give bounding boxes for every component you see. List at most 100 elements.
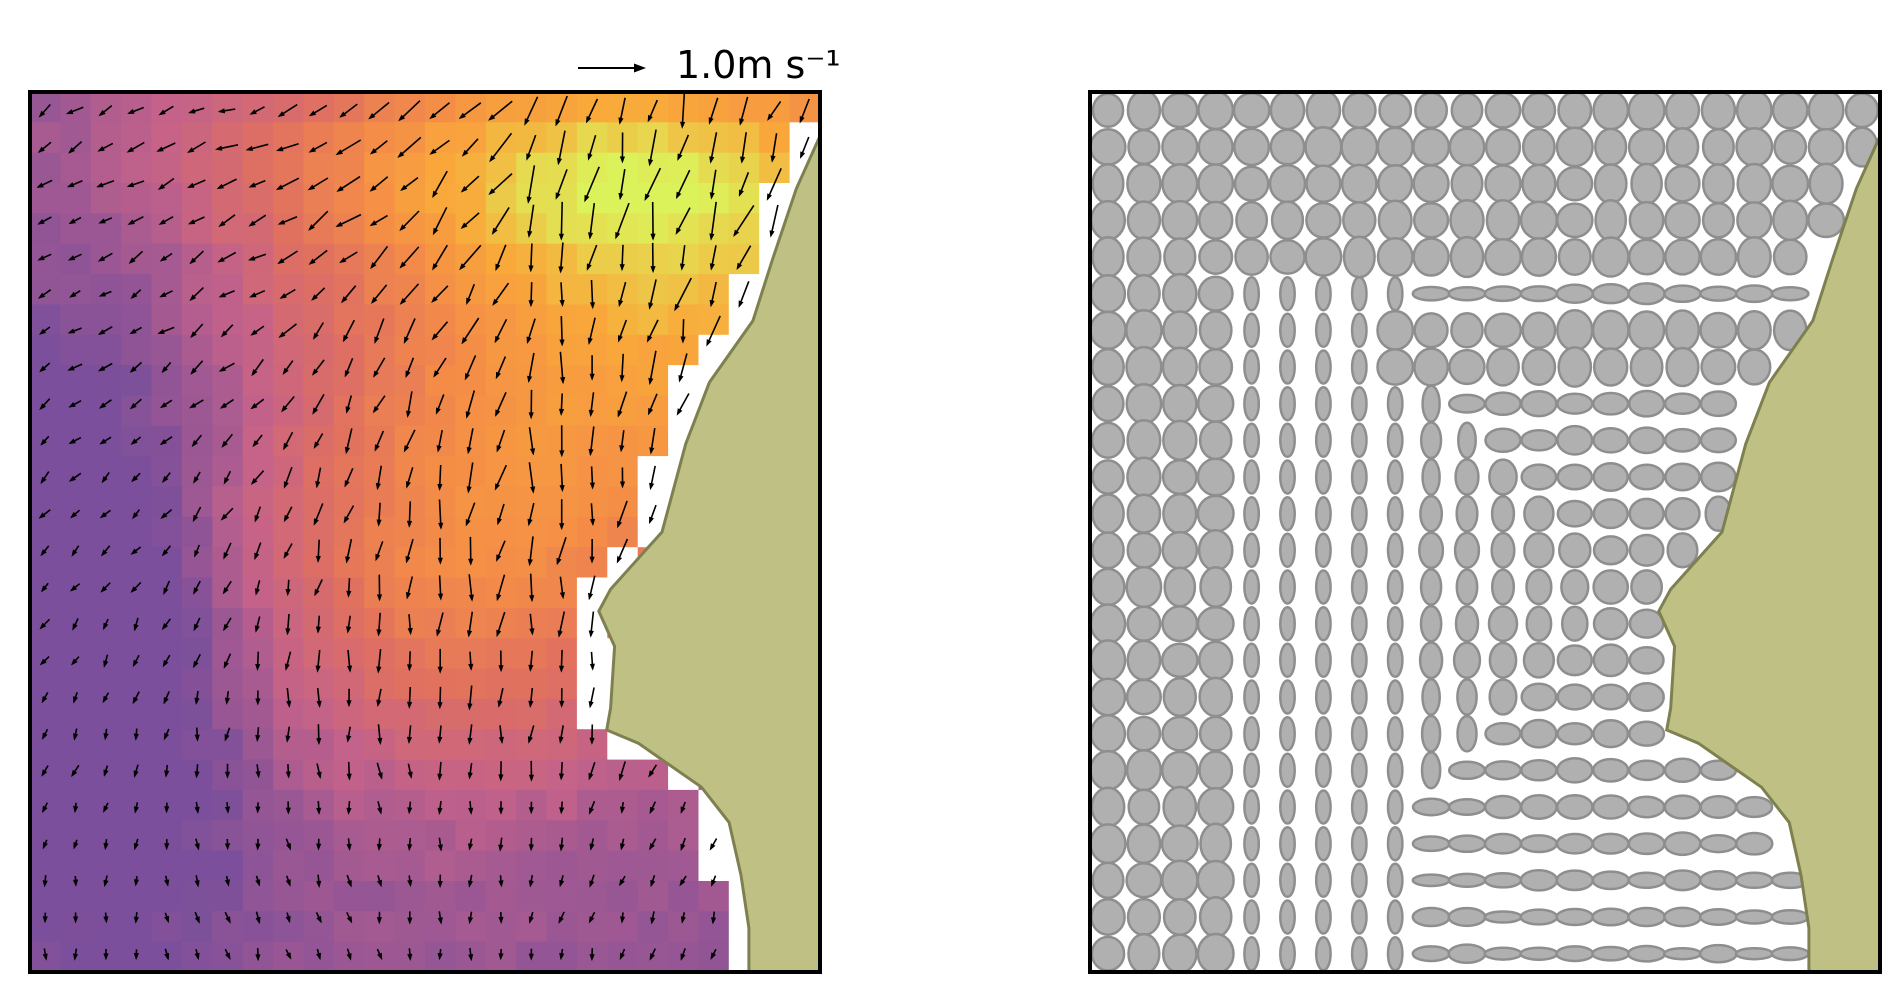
heatmap-cell [637,365,669,396]
covariance-ellipse [1698,943,1738,964]
covariance-ellipse [1447,393,1487,414]
quiver-arrow [339,251,358,264]
heatmap-cell [30,638,61,670]
covariance-ellipse [1350,459,1368,495]
quiver-arrow [130,289,142,299]
covariance-ellipse [1196,605,1235,642]
covariance-ellipse [1234,237,1269,277]
covariance-ellipse [1160,824,1199,864]
covariance-ellipse [1199,822,1233,865]
covariance-ellipse [1770,909,1810,925]
heatmap-cell [242,425,274,457]
covariance-ellipse [1525,568,1553,606]
quiver-arrow [345,395,353,414]
covariance-ellipse [1279,349,1296,385]
covariance-ellipse [1483,871,1523,889]
covariance-ellipse [1701,201,1735,239]
quiver-arrow [437,874,443,888]
quiver-arrow [619,132,625,164]
covariance-ellipse [1162,785,1198,829]
heatmap-cell [668,122,700,154]
quiver-arrow [674,277,693,312]
quiver-arrow [161,545,172,557]
covariance-ellipse [1556,309,1594,352]
covariance-ellipse [1737,348,1772,386]
quiver-arrow [103,839,109,851]
heatmap-cell [121,759,153,791]
quiver-arrow [255,875,261,887]
quiver-arrow [42,948,48,961]
heatmap-cell [333,456,365,487]
heatmap-cell [60,577,92,609]
covariance-ellipse [1628,533,1665,567]
covariance-ellipse [1664,238,1701,276]
quiver-arrow [36,179,53,188]
heatmap-cell [242,365,274,396]
covariance-ellipse [1162,897,1197,937]
quiver-arrow [103,654,109,668]
heatmap-cell [485,152,517,184]
covariance-ellipse [1386,642,1404,679]
heatmap-cell [60,183,92,214]
covariance-ellipse [1627,944,1667,963]
quiver-arrow [464,355,477,381]
covariance-ellipse [1314,899,1332,935]
quiver-arrow [249,289,266,298]
covariance-ellipse [1342,201,1377,240]
quiver-arrow [97,252,113,262]
heatmap-cell [455,122,487,154]
heatmap-cell [151,638,183,670]
heatmap-cell [425,274,456,305]
heatmap-cell [759,152,791,184]
covariance-ellipse [1386,899,1404,935]
covariance-ellipse [1243,605,1261,642]
covariance-ellipse [1664,496,1701,531]
quiver-arrow [37,141,52,153]
heatmap-cell [90,365,122,396]
heatmap-cell [576,850,608,882]
covariance-ellipse [1411,906,1451,928]
heatmap-cell [668,152,700,184]
covariance-ellipse [1556,644,1594,677]
heatmap-cell [151,456,183,487]
heatmap-cell [333,850,365,882]
quiver-arrow [67,253,82,261]
quiver-arrow [369,214,388,227]
heatmap-cell [333,243,365,275]
heatmap-cell [242,334,274,366]
quiver-arrow [495,244,507,272]
right-axes-frame [1088,90,1882,974]
quiver-arrow [222,580,232,595]
quiver-arrow [709,201,717,241]
quiver-arrow [528,760,534,782]
left-axes-frame [28,90,822,974]
covariance-ellipse [1161,272,1198,315]
heatmap-cell [121,152,153,184]
covariance-ellipse [1350,825,1368,862]
quiver-arrow [162,654,171,668]
quiver-arrow [528,687,534,708]
quiver-arrow [460,175,480,193]
heatmap-cell [181,274,213,305]
covariance-ellipse [1268,163,1307,204]
covariance-ellipse [1593,163,1628,205]
heatmap-cell [333,122,365,154]
quiver-arrow [488,100,513,121]
quiver-arrow [558,762,565,781]
heatmap-cell [60,456,92,487]
heatmap-cell [90,243,122,275]
quiver-arrow [648,279,657,310]
covariance-ellipse [1197,128,1234,166]
heatmap-cell [90,334,122,366]
quiver-arrow [650,874,656,888]
quiver-arrow [617,500,628,529]
quiver-arrow [498,911,504,924]
right-panel [1088,90,1882,974]
quiver-arrow [465,502,476,527]
heatmap-cell [121,213,153,245]
heatmap-cell [60,516,92,548]
heatmap-cell [637,850,669,882]
quiver-arrow [130,581,142,593]
quiver-arrow [73,839,79,850]
quiver-arrow [619,801,626,814]
